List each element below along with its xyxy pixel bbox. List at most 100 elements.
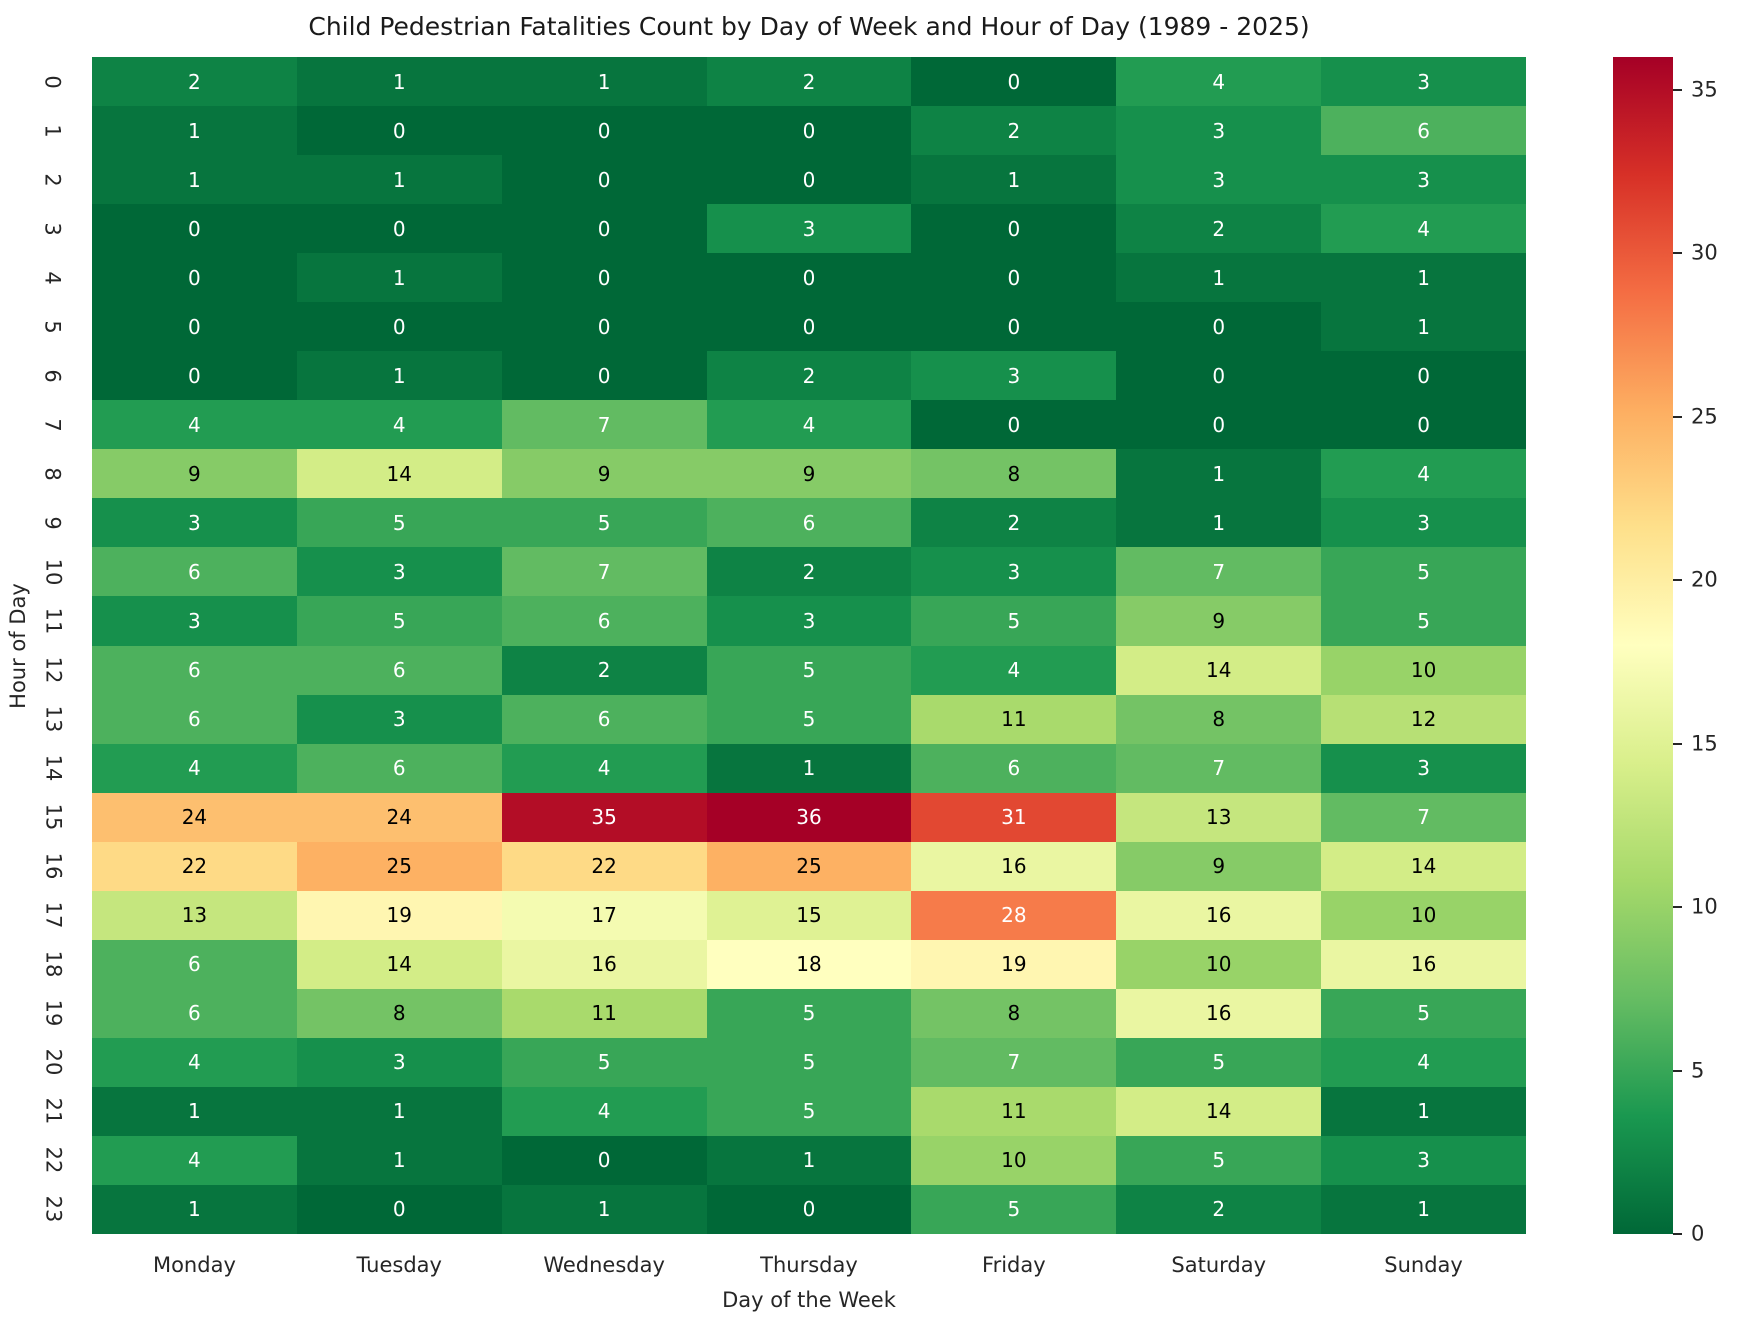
y-tick-label: 7 (41, 418, 65, 432)
heatmap-cell: 8 (911, 988, 1117, 1038)
heatmap-cell: 2 (92, 57, 297, 107)
heatmap-cell: 6 (92, 547, 297, 597)
y-tick-label: 14 (40, 754, 65, 782)
heatmap-cell: 1 (1321, 1086, 1526, 1136)
heatmap-cell: 15 (706, 890, 912, 940)
heatmap-cell: 1 (501, 1184, 707, 1234)
heatmap-cell: 1 (92, 106, 297, 156)
y-tick-label: 4 (41, 270, 65, 285)
heatmap-cell: 1 (706, 1135, 912, 1185)
heatmap-cell: 7 (501, 547, 707, 597)
heatmap-cell: 2 (501, 645, 707, 695)
heatmap-cell: 4 (706, 400, 912, 450)
y-axis-label-text: Hour of Day (6, 582, 30, 709)
heatmap-cell: 1 (296, 1086, 502, 1136)
heatmap-cell: 31 (911, 792, 1117, 842)
heatmap-cell: 3 (706, 204, 912, 254)
heatmap-cell: 6 (92, 939, 297, 989)
heatmap-cell: 1 (296, 253, 502, 303)
heatmap-cell: 3 (92, 498, 297, 548)
heatmap-cell: 0 (706, 106, 912, 156)
heatmap-cell: 16 (1116, 890, 1322, 940)
heatmap-cell: 35 (501, 792, 707, 842)
heatmap-cell: 11 (911, 694, 1117, 744)
heatmap-cell: 6 (92, 988, 297, 1038)
y-tick-label: 2 (41, 172, 65, 187)
heatmap-cell: 4 (501, 1086, 707, 1136)
heatmap-cell: 3 (706, 596, 912, 646)
heatmap-cell: 24 (296, 792, 502, 842)
heatmap-cell: 5 (706, 1086, 912, 1136)
y-tick-label: 12 (40, 656, 65, 684)
y-tick-label: 15 (40, 803, 65, 831)
heatmap-cell: 25 (296, 841, 502, 891)
colorbar-tick-label: 0 (1691, 1221, 1705, 1246)
heatmap-cell: 6 (92, 694, 297, 744)
heatmap-cell: 4 (92, 743, 297, 793)
heatmap-cell: 4 (1116, 57, 1322, 107)
x-tick-label: Saturday (1171, 1253, 1267, 1277)
heatmap-cell: 8 (1116, 694, 1322, 744)
heatmap-cell: 0 (1116, 302, 1322, 352)
colorbar-tick-mark (1673, 1069, 1682, 1072)
heatmap-cell: 16 (1321, 939, 1526, 989)
heatmap-cell: 13 (92, 890, 297, 940)
heatmap-cell: 4 (92, 400, 297, 450)
colorbar-tick-mark (1673, 742, 1682, 745)
heatmap-cell: 0 (911, 302, 1117, 352)
heatmap-cell: 2 (1116, 1184, 1322, 1234)
y-tick-label: 16 (40, 852, 65, 880)
colorbar-tick-label: 15 (1691, 731, 1718, 756)
heatmap-cell: 5 (706, 1037, 912, 1087)
heatmap-cell: 0 (501, 155, 707, 205)
y-tick-label: 9 (41, 516, 65, 530)
heatmap-cell: 11 (911, 1086, 1117, 1136)
heatmap-cell: 0 (92, 204, 297, 254)
colorbar-gradient (1613, 57, 1673, 1234)
heatmap-cell: 2 (911, 498, 1117, 548)
heatmap-cell: 5 (296, 596, 502, 646)
heatmap-cell: 4 (911, 645, 1117, 695)
x-axis-label: Day of the Week (722, 1288, 896, 1312)
y-tick-label: 23 (40, 1196, 65, 1223)
heatmap-cell: 3 (1116, 155, 1322, 205)
y-tick-label: 20 (40, 1048, 65, 1076)
heatmap-cell: 12 (1321, 694, 1526, 744)
heatmap-cell: 11 (501, 988, 707, 1038)
heatmap-cell: 1 (92, 1184, 297, 1234)
heatmap-cell: 3 (1321, 57, 1526, 107)
heatmap-cell: 10 (1116, 939, 1322, 989)
heatmap-cell: 22 (501, 841, 707, 891)
heatmap-cell: 3 (92, 596, 297, 646)
heatmap-cell: 5 (296, 498, 502, 548)
colorbar-tick-label: 5 (1691, 1058, 1705, 1083)
heatmap-cell: 6 (501, 694, 707, 744)
y-tick-label: 10 (40, 558, 65, 586)
colorbar-tick-label: 10 (1691, 894, 1718, 919)
y-tick-label: 5 (41, 320, 65, 334)
y-tick-label: 1 (41, 123, 65, 138)
heatmap-cell: 7 (1116, 743, 1322, 793)
heatmap-cell: 14 (1116, 1086, 1322, 1136)
heatmap-cell: 1 (911, 155, 1117, 205)
heatmap-cell: 5 (706, 645, 912, 695)
y-tick-label: 6 (41, 369, 65, 383)
heatmap-cell: 16 (911, 841, 1117, 891)
heatmap-cell: 6 (296, 743, 502, 793)
heatmap-cell: 5 (1321, 596, 1526, 646)
x-tick-labels: Monday Tuesday Wednesday Thursday Friday Satu… (92, 1248, 1526, 1282)
heatmap-cell: 5 (706, 988, 912, 1038)
heatmap-cell: 5 (911, 1184, 1117, 1234)
heatmap-cell: 5 (1116, 1037, 1322, 1087)
heatmap-cell: 0 (92, 302, 297, 352)
colorbar-tick-mark (1673, 906, 1682, 909)
colorbar-tick-mark (1673, 252, 1682, 255)
heatmap-cell: 2 (706, 547, 912, 597)
heatmap-cell: 2 (706, 351, 912, 401)
heatmap-cell: 5 (911, 596, 1117, 646)
heatmap-cell: 0 (296, 302, 502, 352)
heatmap-cell: 18 (706, 939, 912, 989)
heatmap-cell: 1 (501, 57, 707, 107)
heatmap-cell: 6 (296, 645, 502, 695)
